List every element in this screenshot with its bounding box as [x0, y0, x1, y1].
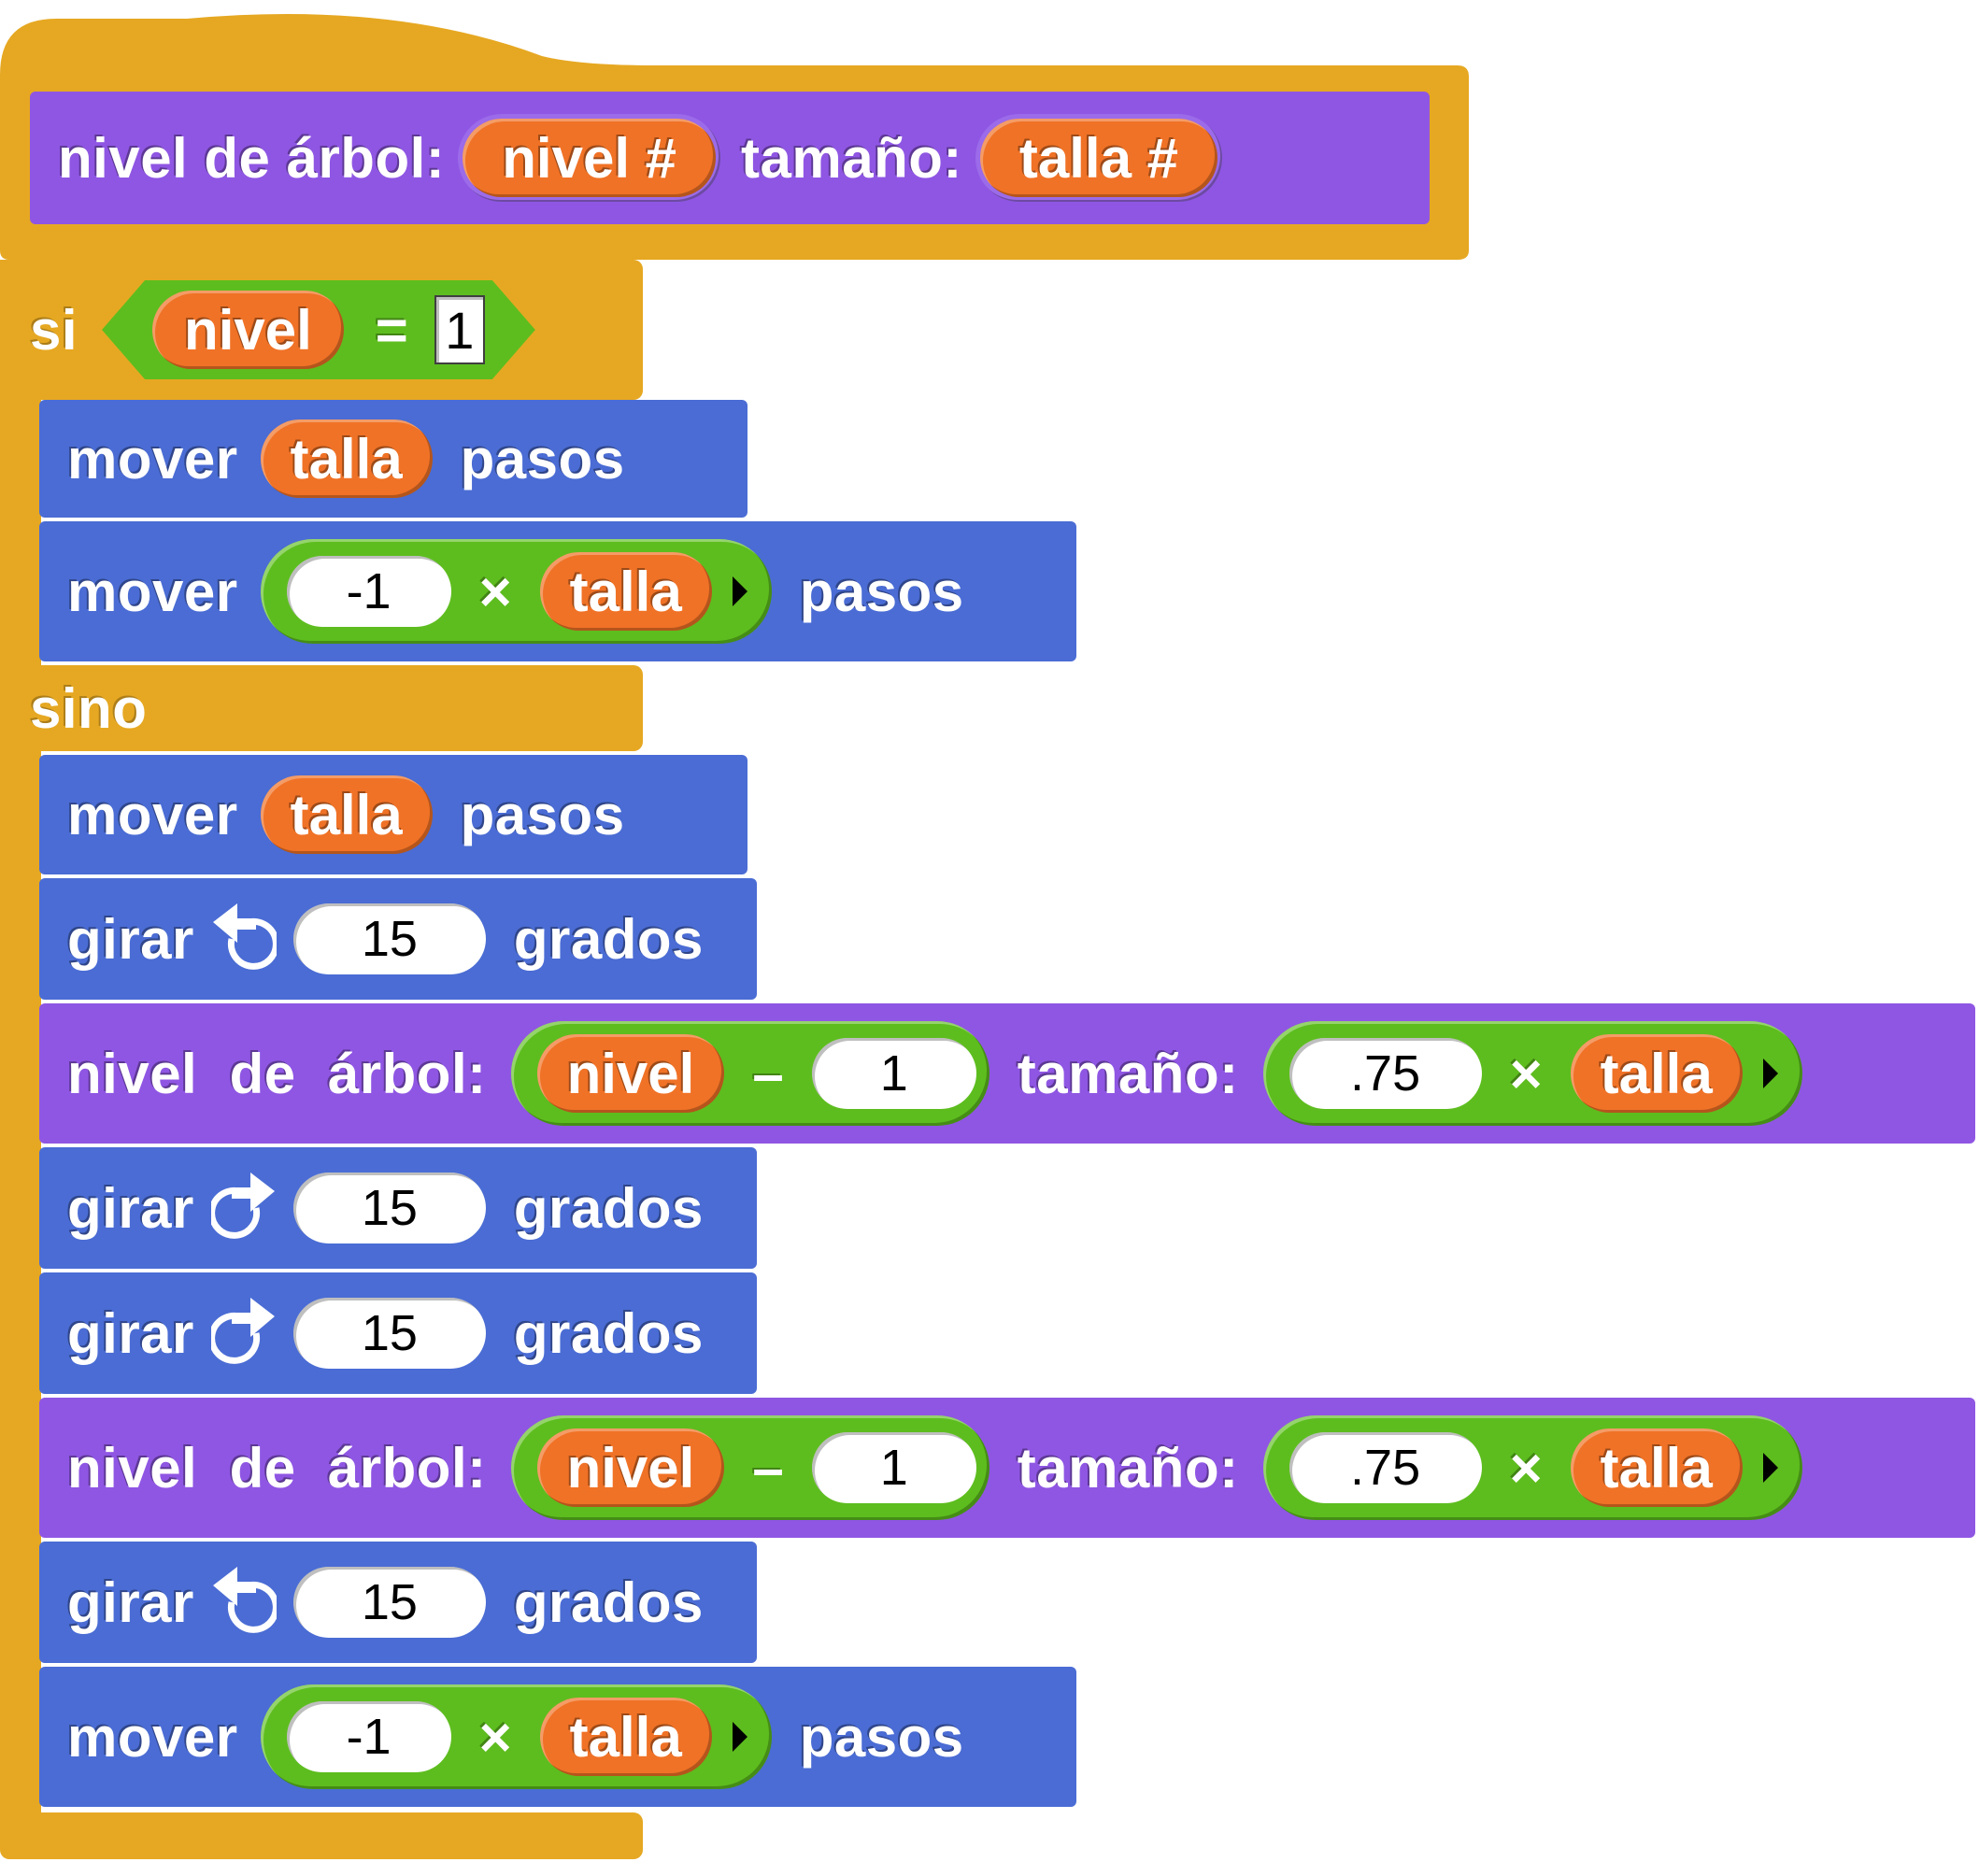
minus-reporter[interactable]: nivel – 1 — [510, 1415, 990, 1520]
degrees-label: grados — [513, 1301, 704, 1365]
multiply-reporter[interactable]: -1 × talla — [260, 539, 772, 644]
level-variable[interactable]: nivel — [536, 1034, 725, 1113]
multiply-reporter[interactable]: .75 × talla — [1262, 1415, 1802, 1520]
number-input[interactable]: 1 — [811, 1432, 976, 1503]
else-block-header[interactable]: sino — [0, 665, 643, 751]
multiply-operator: × — [478, 560, 512, 623]
tree-level-call-block[interactable]: nivel de árbol: nivel – 1 tamaño: .75 × … — [39, 1003, 1975, 1144]
move-steps-block[interactable]: mover -1 × talla pasos — [39, 521, 1076, 661]
steps-label: pasos — [799, 1705, 964, 1769]
turn-label: girar — [67, 1570, 194, 1634]
level-variable[interactable]: nivel — [536, 1428, 725, 1507]
param-size[interactable]: talla # — [979, 119, 1218, 197]
if-block-header[interactable]: si nivel = 1 — [0, 260, 643, 400]
minus-reporter[interactable]: nivel – 1 — [510, 1021, 990, 1126]
move-label: mover — [67, 1705, 238, 1769]
size-variable[interactable]: talla — [260, 419, 433, 498]
degrees-input[interactable]: 15 — [292, 1567, 486, 1638]
size-variable[interactable]: talla — [1570, 1034, 1743, 1113]
multiply-operator: × — [478, 1705, 512, 1769]
prototype-label-size: tamaño: — [741, 126, 962, 190]
move-steps-block[interactable]: mover talla pasos — [39, 755, 747, 874]
turn-label: girar — [67, 1301, 194, 1365]
expand-arrow-icon[interactable] — [732, 1722, 747, 1752]
size-label: tamaño: — [1017, 1042, 1239, 1105]
number-input[interactable]: .75 — [1288, 1432, 1482, 1503]
degrees-label: grados — [513, 1176, 704, 1240]
size-variable[interactable]: talla — [539, 1698, 712, 1776]
move-steps-block[interactable]: mover talla pasos — [39, 400, 747, 518]
multiply-operator: × — [1509, 1436, 1543, 1499]
turn-left-block[interactable]: girar 15 grados — [39, 878, 757, 1000]
param-slot-size[interactable]: talla # — [975, 114, 1223, 202]
condition-variable[interactable]: nivel — [152, 291, 344, 369]
degrees-input[interactable]: 15 — [292, 1172, 486, 1244]
steps-label: pasos — [460, 427, 625, 490]
multiply-reporter[interactable]: -1 × talla — [260, 1684, 772, 1789]
expand-arrow-icon[interactable] — [1762, 1453, 1778, 1483]
move-label: mover — [67, 560, 238, 623]
multiply-reporter[interactable]: .75 × talla — [1262, 1021, 1802, 1126]
size-variable[interactable]: talla — [260, 775, 433, 854]
minus-operator: – — [752, 1436, 784, 1499]
turn-right-block[interactable]: girar 15 grados — [39, 1147, 757, 1269]
move-steps-block[interactable]: mover -1 × talla pasos — [39, 1667, 1076, 1807]
number-input[interactable]: .75 — [1288, 1038, 1482, 1109]
tree-level-label: nivel de árbol: — [67, 1042, 487, 1105]
move-label: mover — [67, 783, 238, 846]
turn-left-icon — [211, 902, 277, 976]
equals-predicate[interactable]: nivel = 1 — [102, 280, 535, 379]
multiply-operator: × — [1509, 1042, 1543, 1105]
steps-label: pasos — [460, 783, 625, 846]
turn-right-icon — [210, 1296, 277, 1371]
turn-left-block[interactable]: girar 15 grados — [39, 1542, 757, 1663]
degrees-input[interactable]: 15 — [292, 903, 486, 974]
size-label: tamaño: — [1017, 1436, 1239, 1499]
degrees-input[interactable]: 15 — [292, 1298, 486, 1369]
custom-block-prototype[interactable]: nivel de árbol: nivel # tamaño: talla # — [30, 92, 1430, 224]
expand-arrow-icon[interactable] — [732, 576, 747, 606]
size-variable[interactable]: talla — [539, 552, 712, 631]
tree-level-call-block[interactable]: nivel de árbol: nivel – 1 tamaño: .75 × … — [39, 1398, 1975, 1538]
if-keyword: si — [30, 298, 78, 362]
turn-label: girar — [67, 1176, 194, 1240]
else-keyword: sino — [30, 676, 148, 740]
prototype-label-name: nivel de árbol: — [58, 126, 446, 190]
degrees-label: grados — [513, 1570, 704, 1634]
expand-arrow-icon[interactable] — [1762, 1059, 1778, 1088]
number-input[interactable]: 1 — [811, 1038, 976, 1109]
number-input[interactable]: -1 — [286, 556, 451, 627]
size-variable[interactable]: talla — [1570, 1428, 1743, 1507]
degrees-label: grados — [513, 907, 704, 971]
steps-label: pasos — [799, 560, 964, 623]
move-label: mover — [67, 427, 238, 490]
turn-right-icon — [210, 1171, 277, 1245]
minus-operator: – — [752, 1042, 784, 1105]
if-else-block-bottom[interactable] — [0, 1812, 643, 1859]
condition-value-input[interactable]: 1 — [434, 295, 485, 364]
number-input[interactable]: -1 — [286, 1701, 451, 1772]
equals-operator: = — [375, 298, 408, 362]
if-else-block-spine[interactable] — [0, 260, 41, 1857]
turn-label: girar — [67, 907, 194, 971]
param-level[interactable]: nivel # — [463, 119, 717, 197]
tree-level-label: nivel de árbol: — [67, 1436, 487, 1499]
turn-right-block[interactable]: girar 15 grados — [39, 1272, 757, 1394]
turn-left-icon — [211, 1565, 277, 1640]
param-slot-level[interactable]: nivel # — [458, 114, 721, 202]
